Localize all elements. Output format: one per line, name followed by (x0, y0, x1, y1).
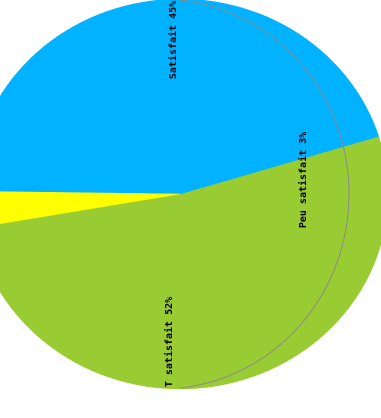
slice-label-peu-satisfait: Peu satisfait 3% (297, 132, 309, 228)
pie-slices (0, 0, 381, 390)
pie-slice-peu-satisfait (0, 191, 181, 225)
pie-rim (179, 0, 350, 389)
slice-label-t-satisfait: T satisfait 52% (163, 297, 175, 387)
pie-slice-satisfait (0, 0, 380, 195)
pie-slice-t-satisfait (0, 136, 381, 390)
slice-label-satisfait: Satisfait 45% (167, 1, 179, 79)
